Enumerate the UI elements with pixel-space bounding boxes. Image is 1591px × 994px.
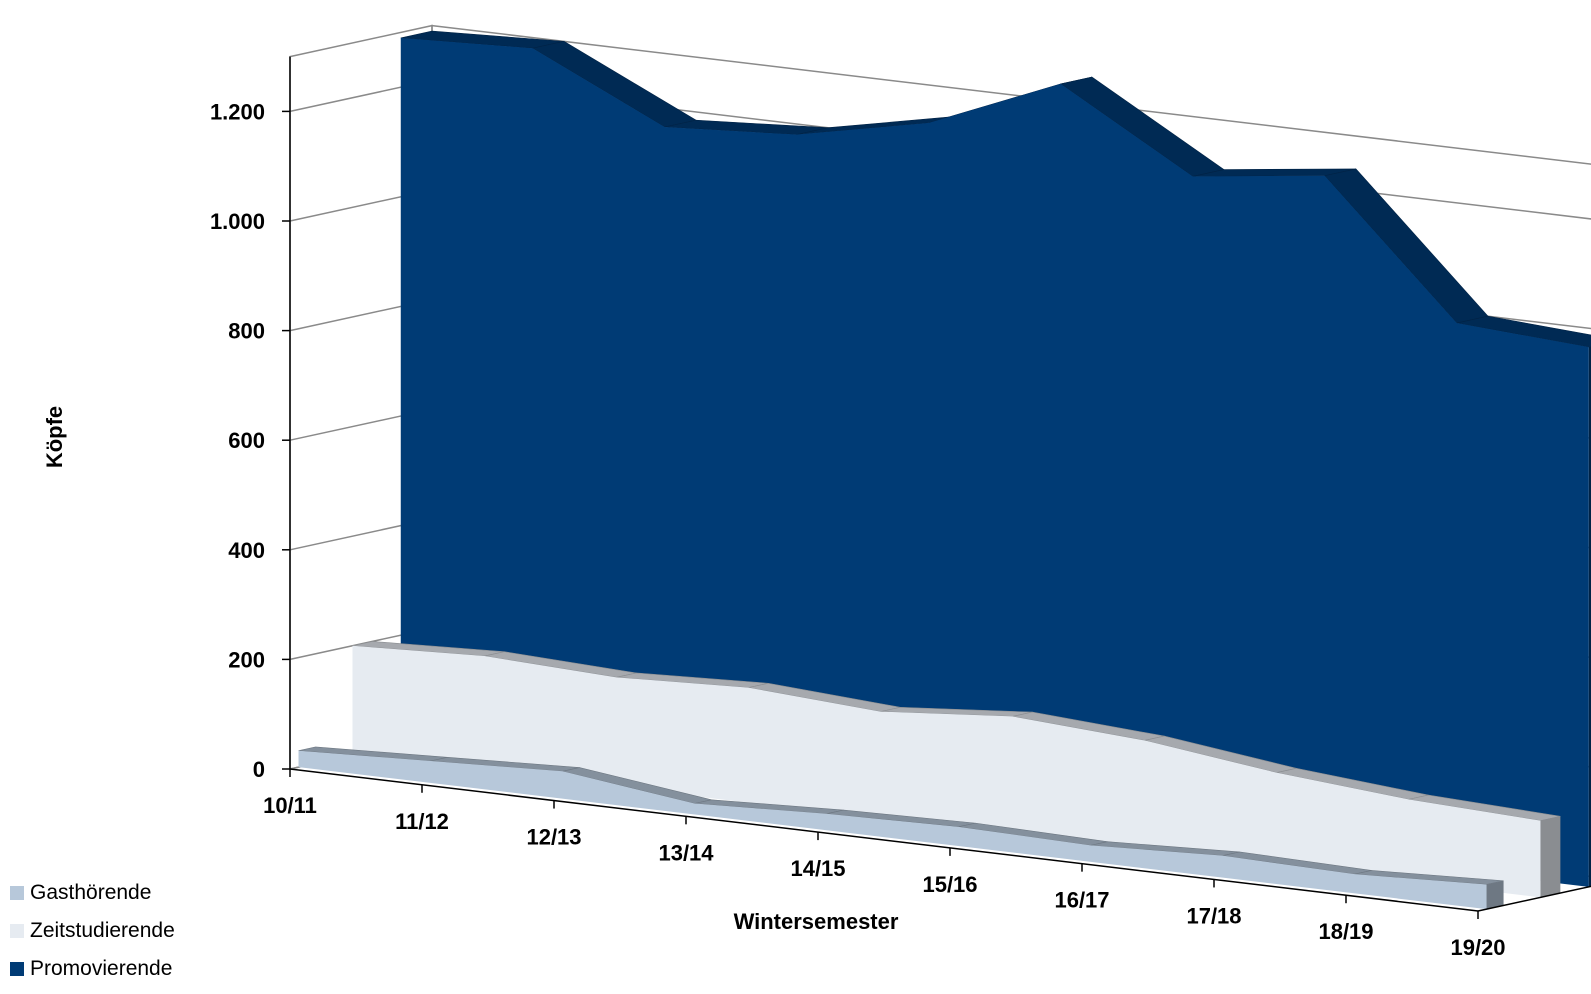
legend: Gasthörende Zeitstudierende Promovierend… (10, 874, 175, 988)
y-tick-label: 200 (228, 647, 265, 672)
x-tick-label: 12/13 (526, 825, 581, 850)
x-tick-label: 15/16 (922, 872, 977, 897)
series-front-face (400, 37, 1589, 887)
series-end-face (1588, 346, 1591, 887)
series-top-face (1456, 315, 1591, 348)
x-tick-labels: 10/11 11/12 12/13 13/14 14/15 15/16 16/17 17/18… (263, 793, 1505, 960)
x-axis-line (289, 768, 1479, 912)
legend-swatch (10, 886, 24, 900)
x-tick-label: 19/20 (1450, 935, 1505, 960)
series-end-face (1486, 880, 1504, 910)
y-tick-label: 1.200 (210, 99, 265, 124)
axes (282, 56, 1591, 919)
legend-item-promovierende: Promovierende (10, 950, 175, 988)
legend-label: Zeitstudierende (30, 919, 175, 942)
legend-label: Gasthörende (30, 881, 152, 904)
y-tick-labels: 0 200 400 600 800 1.000 1.200 (210, 99, 265, 782)
x-tick-label: 14/15 (790, 856, 845, 881)
legend-swatch (10, 962, 24, 976)
series-1-ribbon (352, 641, 1561, 898)
legend-label: Promovierende (30, 957, 173, 980)
x-tick-label: 17/18 (1186, 903, 1241, 928)
legend-item-zeitstudierende: Zeitstudierende (10, 912, 175, 950)
series-0-ribbon (298, 746, 1504, 910)
series-2-ribbon (400, 30, 1591, 887)
y-tick-label: 600 (228, 428, 265, 453)
x-tick-label: 18/19 (1318, 919, 1373, 944)
depth-axis-line (1477, 885, 1591, 912)
x-tick-label: 10/11 (263, 793, 317, 818)
series-end-face (1540, 816, 1561, 898)
series-front-face (298, 750, 1487, 910)
x-tick-label: 13/14 (658, 840, 714, 865)
y-tick-label: 800 (228, 319, 265, 344)
y-tick-label: 400 (228, 538, 265, 563)
x-tick-label: 16/17 (1054, 888, 1109, 913)
legend-swatch (10, 924, 24, 938)
y-tick-label: 0 (253, 757, 265, 782)
legend-item-gasthoerende: Gasthörende (10, 874, 175, 912)
y-tick-label: 1.000 (210, 209, 265, 234)
series-front-face (352, 645, 1541, 898)
y-axis-title: Köpfe (42, 406, 67, 468)
x-axis-title: Wintersemester (734, 909, 899, 934)
x-tick-label: 11/12 (395, 809, 449, 834)
series-layer (298, 30, 1591, 910)
